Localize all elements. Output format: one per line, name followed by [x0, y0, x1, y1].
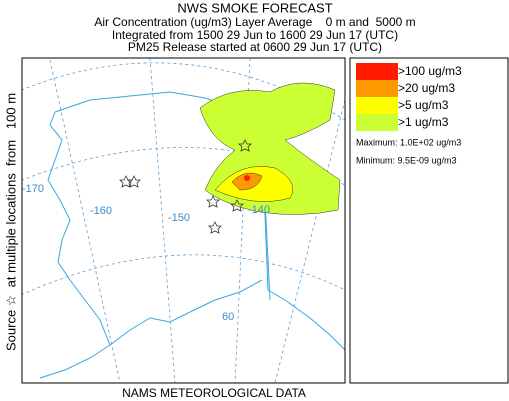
legend-minimum: Minimum: 9.5E-09 ug/m3 — [356, 155, 457, 165]
grid-line — [274, 99, 345, 383]
map — [21, 57, 346, 384]
legend-swatch — [356, 80, 398, 97]
grid-label: -170 — [22, 183, 44, 195]
grid-line — [49, 59, 121, 383]
subtitle: PM25 Release started at 0600 29 Jun 17 (… — [128, 40, 382, 54]
legend-label: >1 ug/m3 — [398, 115, 449, 129]
legend-label: >5 ug/m3 — [398, 98, 449, 112]
legend-maximum: Maximum: 1.0E+02 ug/m3 — [356, 137, 461, 147]
sources — [119, 139, 252, 234]
legend-label: >100 ug/m3 — [398, 64, 462, 78]
subtitle: Air Concentration (ug/m3) Layer Average … — [94, 15, 415, 29]
grid-label: -160 — [90, 205, 112, 217]
plume — [231, 172, 263, 191]
grid-line — [22, 254, 345, 296]
map-frame — [21, 57, 346, 384]
legend-frame — [349, 57, 509, 384]
title: NWS SMOKE FORECAST — [177, 0, 332, 15]
grid-label: -150 — [168, 212, 190, 224]
grid-line — [149, 58, 176, 383]
footer: NAMS METEOROLOGICAL DATA — [122, 386, 306, 400]
grid-label: -140 — [248, 204, 270, 216]
legend-swatch — [356, 114, 398, 131]
grid-label: 60 — [222, 311, 234, 323]
subtitle: Integrated from 1500 29 Jun to 1600 29 J… — [112, 28, 398, 42]
legend-swatch — [356, 97, 398, 114]
legend-swatch — [356, 63, 398, 80]
plume — [244, 175, 250, 181]
side-label: Source ☆ at multiple locations from 100 … — [3, 93, 18, 351]
legend-label: >20 ug/m3 — [398, 81, 455, 95]
